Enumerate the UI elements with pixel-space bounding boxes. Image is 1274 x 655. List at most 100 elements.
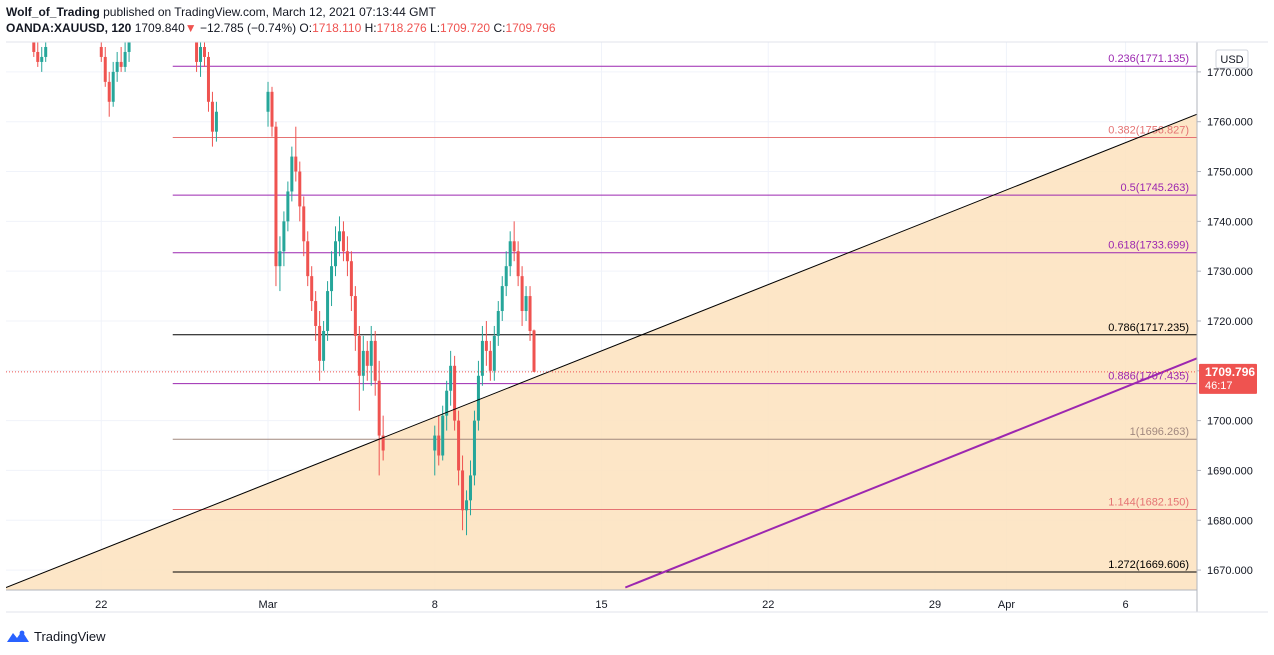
- open-value: 1718.110: [312, 21, 362, 35]
- candle-body: [381, 435, 385, 451]
- close-value: 1709.796: [505, 21, 556, 35]
- candle-body: [44, 46, 48, 57]
- open-label: O:: [299, 21, 313, 35]
- upper-trendline: [6, 113, 1197, 588]
- publish-info: Wolf_of_Trading published on TradingView…: [6, 4, 556, 20]
- x-tick-label: 22: [762, 599, 774, 611]
- candle-body: [290, 156, 294, 192]
- fib-level-label: 0.886(1707.435): [1108, 371, 1189, 383]
- candle-body: [334, 241, 338, 267]
- candle-body: [119, 61, 123, 67]
- candle-body: [528, 296, 532, 331]
- candle-body: [437, 435, 441, 456]
- candle-body: [32, 42, 36, 52]
- candle-body: [318, 325, 322, 361]
- low-label: L:: [430, 21, 441, 35]
- candle-body: [349, 261, 353, 297]
- y-tick-label: 1750.000: [1207, 167, 1253, 179]
- candle-body: [206, 56, 210, 102]
- candle-body: [373, 340, 377, 381]
- high-label: H:: [364, 21, 377, 35]
- candle-body: [457, 420, 461, 471]
- price-label-countdown: 46:17: [1205, 380, 1233, 392]
- fib-retracement[interactable]: 0.236(1771.135) 0.382(1756.827) 0.5(1745.2…: [172, 53, 1197, 573]
- candle-body: [357, 335, 361, 376]
- candle-body: [266, 91, 270, 112]
- candle-body: [115, 61, 119, 72]
- candle-body: [40, 56, 44, 62]
- candle-body: [302, 206, 306, 242]
- ohlc-legend: OANDA:XAUUSD, 120 1709.840▼ −12.785 (−0.…: [6, 20, 556, 36]
- candle-body: [377, 380, 381, 436]
- candle-body: [111, 71, 115, 102]
- candle-body: [345, 251, 349, 262]
- low-value: 1709.720: [440, 21, 491, 35]
- y-tick-label: 1690.000: [1207, 465, 1253, 477]
- currency-button: USD: [1215, 49, 1249, 69]
- candle-body: [195, 42, 199, 62]
- candle-body: [441, 415, 445, 456]
- candle-body: [445, 390, 449, 416]
- candle-body: [500, 286, 504, 312]
- x-tick-label: 15: [595, 599, 607, 611]
- x-tick-label: 22: [95, 599, 107, 611]
- candle-body: [492, 335, 496, 371]
- fib-level-label: 0.618(1733.699): [1108, 240, 1189, 252]
- candle-body: [465, 500, 469, 511]
- candle-body: [524, 296, 528, 312]
- candle-body: [532, 330, 536, 372]
- candle-body: [365, 350, 369, 366]
- candle-body: [433, 435, 437, 451]
- candle-body: [484, 340, 488, 351]
- candle-body: [203, 46, 206, 57]
- candle-body: [468, 475, 472, 501]
- publish-text: published on TradingView.com, March 12, …: [103, 5, 436, 19]
- candle-body: [127, 42, 131, 52]
- candle-body: [353, 296, 357, 336]
- candle-body: [504, 266, 508, 287]
- candle-body: [361, 350, 365, 376]
- candle-body: [322, 330, 326, 361]
- lower-trendline: [624, 357, 1197, 589]
- candle-body: [36, 51, 40, 62]
- y-tick-label: 1670.000: [1207, 565, 1253, 577]
- y-tick-label: 1680.000: [1207, 515, 1253, 527]
- x-tick-label: 8: [432, 599, 438, 611]
- candle-body: [107, 81, 111, 102]
- last-price: 1709.840: [134, 21, 185, 35]
- candle-body: [369, 340, 373, 366]
- candle-body: [210, 101, 214, 132]
- candle-body: [199, 46, 203, 62]
- tradingview-footer[interactable]: TradingView: [6, 626, 106, 646]
- x-tick-label: 6: [1122, 599, 1128, 611]
- candle-body: [103, 56, 107, 82]
- candle-body: [286, 191, 290, 222]
- y-tick-label: 1700.000: [1207, 416, 1253, 428]
- fib-level-label: 0.5(1745.263): [1121, 182, 1190, 194]
- high-value: 1718.276: [376, 21, 427, 35]
- candle-body: [294, 156, 298, 172]
- candle-body: [326, 291, 330, 331]
- trend-channel-fill: [6, 114, 1197, 590]
- x-tick-label: Apr: [998, 599, 1015, 611]
- x-tick-label: 29: [929, 599, 941, 611]
- y-tick-label: 1760.000: [1207, 117, 1253, 129]
- y-tick-label: 1730.000: [1207, 266, 1253, 278]
- channel-fill: [6, 114, 1197, 590]
- author-name[interactable]: Wolf_of_Trading: [6, 5, 100, 19]
- fib-level-label: 1.272(1669.606): [1108, 559, 1189, 571]
- candle-body: [306, 241, 310, 277]
- candle-body: [214, 111, 218, 132]
- y-tick-label: 1770.000: [1207, 67, 1253, 79]
- y-tick-label: 1740.000: [1207, 216, 1253, 228]
- y-tick-label: 1720.000: [1207, 316, 1253, 328]
- candle-body: [99, 46, 103, 57]
- candle-body: [314, 301, 318, 326]
- currency-label: USD: [1220, 54, 1243, 66]
- symbol-label: OANDA:XAUUSD, 120: [6, 21, 132, 35]
- candle-body: [488, 350, 492, 371]
- down-arrow-icon: ▼: [184, 21, 197, 35]
- trendlines[interactable]: [6, 113, 1197, 589]
